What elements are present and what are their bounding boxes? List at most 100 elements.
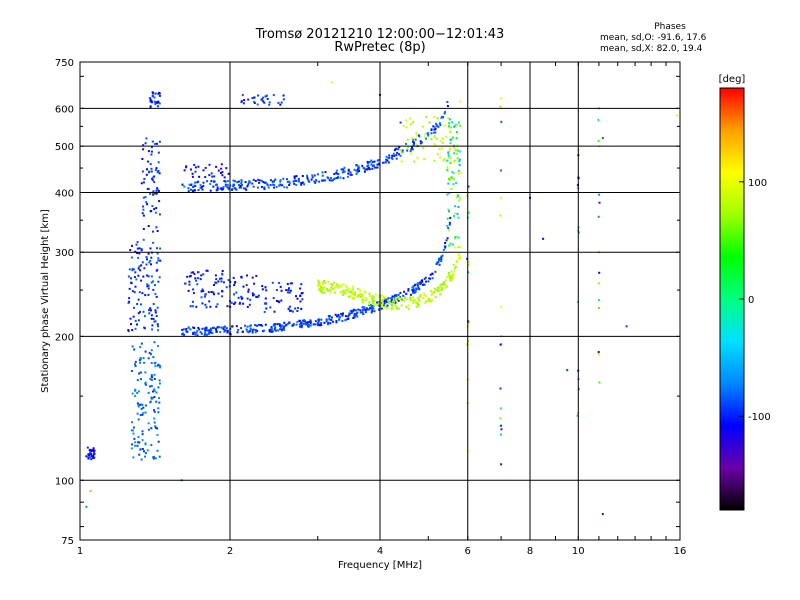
data-point bbox=[421, 279, 424, 282]
data-point bbox=[445, 286, 448, 289]
data-point bbox=[429, 300, 431, 303]
data-point bbox=[447, 275, 450, 278]
data-point bbox=[303, 183, 306, 186]
data-point bbox=[150, 281, 153, 284]
data-point bbox=[225, 327, 228, 330]
data-point bbox=[90, 450, 93, 452]
data-point bbox=[388, 156, 391, 159]
data-point bbox=[197, 165, 200, 168]
data-point bbox=[268, 101, 271, 104]
data-point bbox=[442, 248, 445, 251]
data-point bbox=[257, 94, 260, 97]
data-point bbox=[391, 158, 394, 161]
data-point bbox=[442, 116, 445, 119]
data-point bbox=[457, 149, 459, 152]
data-point bbox=[292, 180, 295, 183]
data-point bbox=[411, 146, 413, 149]
data-point bbox=[373, 160, 376, 163]
data-point bbox=[317, 321, 319, 324]
data-point bbox=[314, 181, 317, 184]
data-point bbox=[199, 184, 202, 187]
data-point bbox=[261, 330, 264, 333]
data-point bbox=[182, 328, 185, 331]
data-point bbox=[409, 149, 412, 152]
data-point bbox=[189, 328, 192, 331]
data-point bbox=[224, 329, 227, 332]
data-point bbox=[415, 132, 418, 135]
data-point bbox=[369, 307, 371, 310]
data-point bbox=[454, 236, 457, 238]
data-point bbox=[430, 138, 433, 141]
data-point bbox=[350, 290, 353, 293]
data-point bbox=[414, 289, 417, 292]
data-point bbox=[251, 331, 254, 334]
data-point bbox=[341, 171, 344, 174]
data-point bbox=[318, 180, 321, 183]
data-point bbox=[248, 303, 251, 306]
data-point bbox=[361, 164, 364, 167]
data-point bbox=[141, 170, 144, 173]
data-point bbox=[459, 100, 462, 103]
data-point bbox=[282, 177, 285, 180]
data-point bbox=[282, 98, 285, 101]
data-point bbox=[456, 157, 459, 160]
data-point bbox=[155, 192, 158, 195]
data-point bbox=[455, 260, 458, 263]
data-point bbox=[215, 278, 218, 281]
data-point bbox=[245, 188, 248, 191]
data-point bbox=[348, 313, 351, 316]
data-point bbox=[334, 177, 337, 180]
data-point bbox=[149, 106, 152, 109]
data-point bbox=[406, 147, 409, 150]
data-point bbox=[346, 289, 349, 292]
data-point bbox=[307, 325, 310, 328]
data-point bbox=[279, 326, 282, 329]
data-point bbox=[275, 185, 278, 188]
data-point bbox=[427, 132, 430, 135]
data-point bbox=[301, 181, 304, 184]
data-point bbox=[378, 309, 381, 311]
data-point bbox=[398, 153, 401, 156]
data-point bbox=[377, 304, 380, 307]
data-point bbox=[136, 303, 139, 305]
data-point bbox=[394, 297, 397, 300]
data-point bbox=[320, 290, 323, 293]
data-point bbox=[454, 237, 457, 240]
data-point bbox=[449, 162, 452, 164]
data-point bbox=[368, 168, 371, 171]
data-point bbox=[400, 299, 403, 302]
data-point bbox=[287, 289, 290, 291]
data-point bbox=[132, 315, 135, 318]
data-point bbox=[151, 328, 154, 331]
data-point bbox=[149, 210, 152, 213]
data-point bbox=[363, 290, 366, 293]
data-point bbox=[243, 99, 246, 101]
data-point bbox=[151, 101, 154, 104]
data-point bbox=[210, 180, 213, 183]
data-point bbox=[276, 323, 279, 326]
data-point bbox=[149, 385, 152, 388]
data-point bbox=[150, 146, 153, 149]
data-point bbox=[391, 300, 394, 303]
data-point bbox=[314, 320, 317, 323]
data-point bbox=[150, 349, 153, 352]
data-point bbox=[294, 307, 297, 310]
data-point bbox=[226, 330, 229, 333]
data-point bbox=[205, 333, 208, 336]
data-point bbox=[410, 152, 413, 155]
data-point bbox=[446, 237, 449, 240]
data-point bbox=[287, 291, 290, 294]
data-point bbox=[412, 299, 415, 302]
data-point bbox=[265, 289, 268, 292]
data-point bbox=[435, 288, 438, 291]
colorbar-tick-label: 100 bbox=[748, 178, 767, 189]
data-point bbox=[271, 330, 274, 333]
data-point bbox=[449, 138, 452, 141]
data-point bbox=[417, 284, 419, 287]
data-point bbox=[193, 331, 196, 334]
data-point bbox=[456, 152, 458, 155]
data-point bbox=[204, 293, 207, 296]
data-point bbox=[185, 328, 188, 330]
data-point bbox=[383, 296, 385, 298]
data-point bbox=[409, 298, 412, 301]
